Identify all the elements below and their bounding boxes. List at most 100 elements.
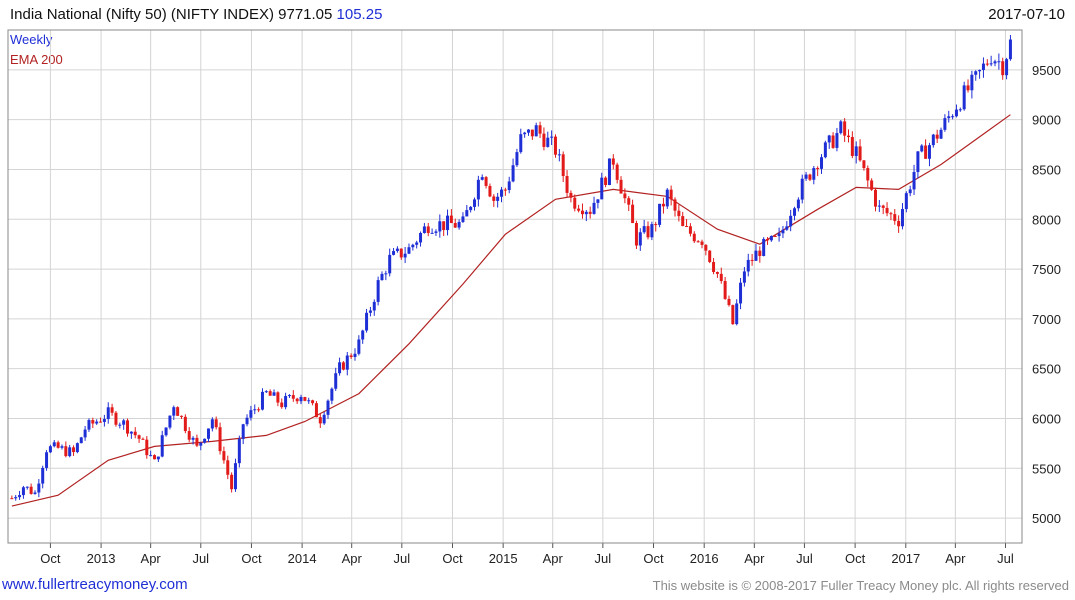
candle (203, 438, 207, 444)
candle-body (168, 415, 172, 428)
candle (299, 394, 303, 405)
x-tick-label: 2013 (87, 551, 116, 566)
candle (604, 176, 608, 188)
candle-body (696, 241, 700, 243)
candle (839, 120, 843, 135)
candle-body (735, 303, 739, 325)
candle-body (357, 339, 361, 354)
candle-body (245, 417, 249, 425)
candle (376, 276, 380, 306)
candle (156, 456, 160, 463)
candle (754, 243, 758, 261)
candle-body (403, 253, 407, 258)
candle-body (453, 223, 457, 228)
candle (349, 353, 353, 359)
candle-body (565, 176, 569, 193)
candle-body (542, 133, 546, 147)
candle-body (149, 455, 153, 457)
candle (900, 203, 904, 230)
candle (449, 209, 453, 224)
candle-body (831, 135, 835, 148)
candle (515, 148, 519, 167)
candle (970, 70, 974, 99)
candle-body (438, 221, 442, 232)
candle-body (793, 208, 797, 216)
candle-body (496, 196, 500, 201)
candle (997, 53, 1001, 70)
candle-body (388, 254, 392, 274)
candle-body (79, 437, 83, 444)
candle-body (160, 435, 164, 457)
candle (110, 403, 114, 416)
candle (989, 55, 993, 67)
candle-body (661, 203, 665, 207)
candle-body (569, 192, 573, 198)
candle (727, 295, 731, 307)
y-tick-label: 8500 (1032, 162, 1061, 177)
candle-body (129, 431, 133, 434)
candle (179, 415, 183, 420)
y-tick-label: 9000 (1032, 113, 1061, 128)
candle-body (114, 412, 118, 425)
candle (943, 114, 947, 132)
candle (469, 205, 473, 213)
candle (314, 401, 318, 418)
candle-body (399, 248, 403, 258)
candle-body (214, 419, 218, 428)
candle (153, 454, 157, 460)
candle (500, 186, 504, 203)
candle (272, 389, 276, 396)
candle-body (708, 250, 712, 263)
candle-body (889, 213, 893, 215)
candle-body (326, 400, 330, 415)
candle-body (260, 391, 264, 410)
candle (83, 425, 87, 441)
candle (122, 418, 126, 430)
candle-body (550, 136, 554, 138)
candle (750, 253, 754, 266)
candle (954, 104, 958, 118)
candle-body (334, 373, 338, 389)
candle (731, 304, 735, 325)
candle-body (338, 362, 342, 374)
candle-body (45, 452, 49, 468)
candle-body (507, 181, 511, 191)
candle-body (762, 238, 766, 256)
candle (623, 188, 627, 204)
candle-body (858, 146, 862, 161)
candle-body (847, 135, 851, 137)
candle-body (866, 168, 870, 181)
candle (665, 188, 669, 209)
candle (654, 221, 658, 232)
candle-body (511, 165, 515, 182)
candle-body (885, 207, 889, 214)
candle-body (341, 362, 345, 370)
candle-body (233, 463, 237, 490)
candle (326, 399, 330, 419)
candle-body (943, 118, 947, 130)
candle (280, 398, 284, 409)
candle (14, 495, 18, 501)
candle (426, 222, 430, 237)
candle-body (230, 474, 234, 490)
candle (588, 206, 592, 219)
candle-body (538, 125, 542, 134)
candle (453, 218, 457, 229)
candle (773, 235, 777, 238)
candle (237, 435, 241, 468)
candle-body (712, 262, 716, 273)
candle (966, 79, 970, 93)
candle-body (415, 242, 419, 245)
candle (133, 427, 137, 439)
axis-layer: 5000 5500 6000 6500 7000 7500 8000 8500 9000 9500… (7, 29, 1061, 566)
candle-body (295, 398, 299, 402)
footer-site-link[interactable]: www.fullertreacymoney.com (2, 576, 188, 593)
candle-body (68, 447, 72, 457)
candle (789, 209, 793, 232)
candle (831, 132, 835, 149)
candle (330, 387, 334, 405)
candle (584, 210, 588, 222)
candle (638, 228, 642, 251)
candle-body (561, 154, 565, 177)
candle (484, 175, 488, 189)
